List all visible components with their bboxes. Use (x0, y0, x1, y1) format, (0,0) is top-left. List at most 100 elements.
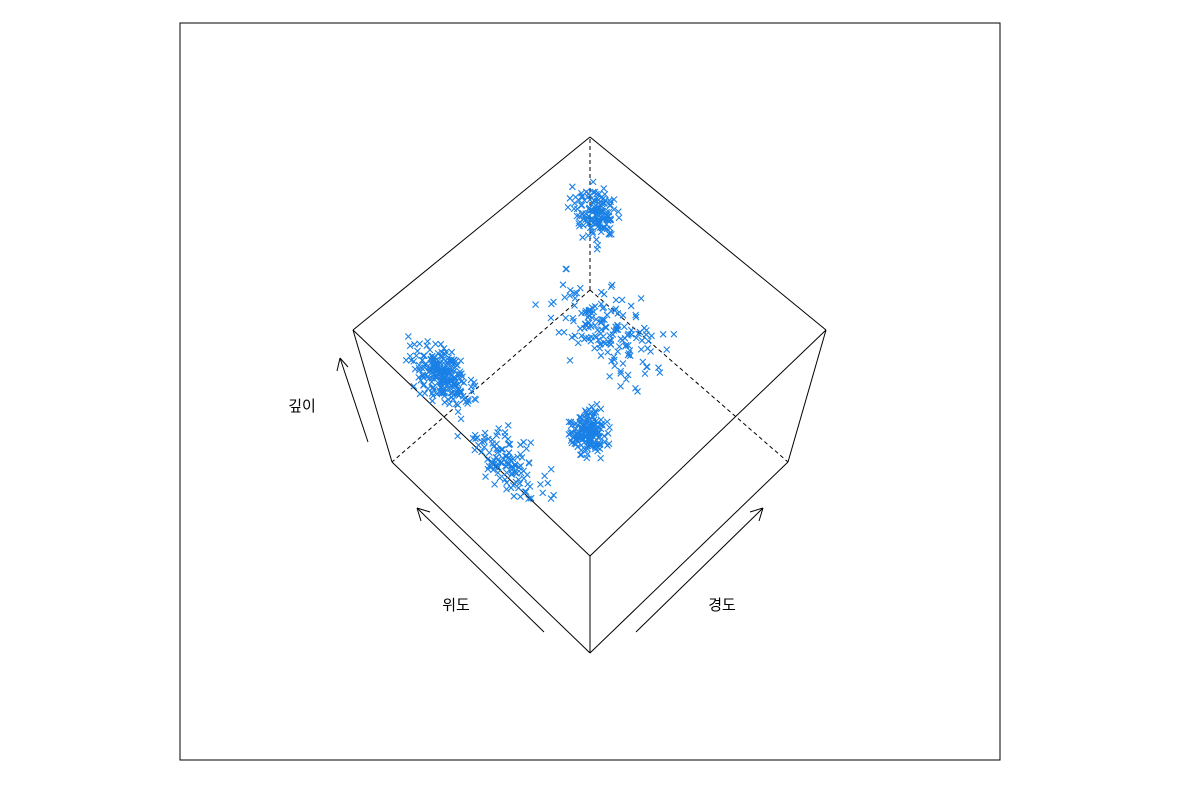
data-point (437, 378, 444, 386)
data-point (433, 390, 441, 398)
data-point (499, 446, 507, 453)
data-point (597, 228, 605, 236)
data-point (489, 466, 497, 474)
data-point (509, 462, 516, 470)
data-point (527, 494, 535, 502)
data-point (496, 474, 504, 482)
data-point (611, 362, 619, 370)
data-point (600, 185, 608, 192)
data-point (585, 417, 593, 424)
data-point (501, 432, 509, 440)
data-point (509, 481, 517, 489)
data-point (532, 301, 539, 309)
data-point (444, 396, 452, 403)
data-point (632, 384, 639, 392)
data-point (588, 428, 596, 436)
data-point (454, 408, 462, 416)
data-point (482, 473, 489, 481)
data-point (488, 463, 495, 470)
data-point (632, 313, 640, 321)
data-point (435, 361, 443, 368)
data-point (415, 366, 423, 374)
data-point (515, 484, 522, 492)
data-point (454, 401, 462, 409)
data-point (561, 293, 569, 301)
data-point (521, 488, 529, 496)
data-point (606, 373, 614, 380)
data-point (451, 375, 458, 382)
data-point (585, 190, 593, 197)
data-point (648, 332, 655, 340)
data-point (547, 495, 555, 503)
data-point (510, 492, 518, 500)
z-axis-label: 깊이 (288, 397, 316, 415)
data-point (610, 353, 618, 361)
data-point (591, 321, 599, 329)
box-visible-edges (352, 136, 827, 654)
data-point (607, 283, 615, 291)
data-point (484, 465, 492, 473)
data-point (615, 214, 623, 222)
data-point (472, 435, 479, 443)
data-point (502, 462, 509, 470)
data-point (522, 488, 530, 496)
data-point (638, 337, 646, 344)
data-point (597, 405, 605, 413)
data-point (628, 331, 635, 338)
data-point (573, 212, 581, 220)
data-point (567, 437, 575, 445)
data-point (643, 363, 651, 371)
data-point (601, 190, 609, 198)
data-point (610, 196, 618, 203)
data-point (457, 415, 465, 423)
data-point (604, 348, 612, 356)
data-point (440, 368, 447, 376)
plot-frame (179, 22, 1001, 761)
data-point (407, 357, 415, 364)
data-point (459, 392, 467, 400)
data-point (584, 214, 591, 222)
data-point (608, 357, 615, 365)
data-point (594, 336, 602, 344)
data-point (608, 281, 616, 289)
data-point (502, 452, 509, 460)
data-point (560, 328, 568, 336)
data-point (539, 489, 547, 497)
data-point (404, 333, 412, 340)
data-point (670, 330, 678, 338)
data-point (514, 453, 522, 461)
data-point (426, 346, 434, 354)
data-point (537, 480, 544, 488)
data-point (411, 340, 418, 348)
data-point (617, 370, 625, 377)
data-point (598, 420, 606, 428)
data-point (598, 317, 606, 324)
data-point (568, 439, 576, 447)
data-point (429, 383, 437, 391)
data-point (607, 231, 615, 238)
data-point (511, 462, 519, 469)
data-point (593, 427, 601, 434)
data-point (406, 352, 414, 360)
data-point (511, 469, 519, 477)
data-point (590, 429, 597, 436)
data-point (592, 236, 600, 244)
data-point (571, 294, 579, 302)
data-point (547, 300, 555, 308)
data-point (583, 454, 591, 462)
data-point (429, 392, 437, 400)
data-point (493, 461, 501, 469)
data-point (614, 310, 622, 317)
data-point (620, 323, 628, 331)
data-point (422, 372, 429, 379)
data-point (586, 224, 594, 232)
data-point (415, 364, 423, 372)
x-axis-arrow (416, 507, 545, 633)
data-point (415, 374, 423, 381)
data-point (550, 491, 558, 499)
data-point (592, 315, 600, 323)
data-point (525, 459, 533, 466)
data-point (430, 385, 438, 393)
data-point (589, 188, 597, 196)
